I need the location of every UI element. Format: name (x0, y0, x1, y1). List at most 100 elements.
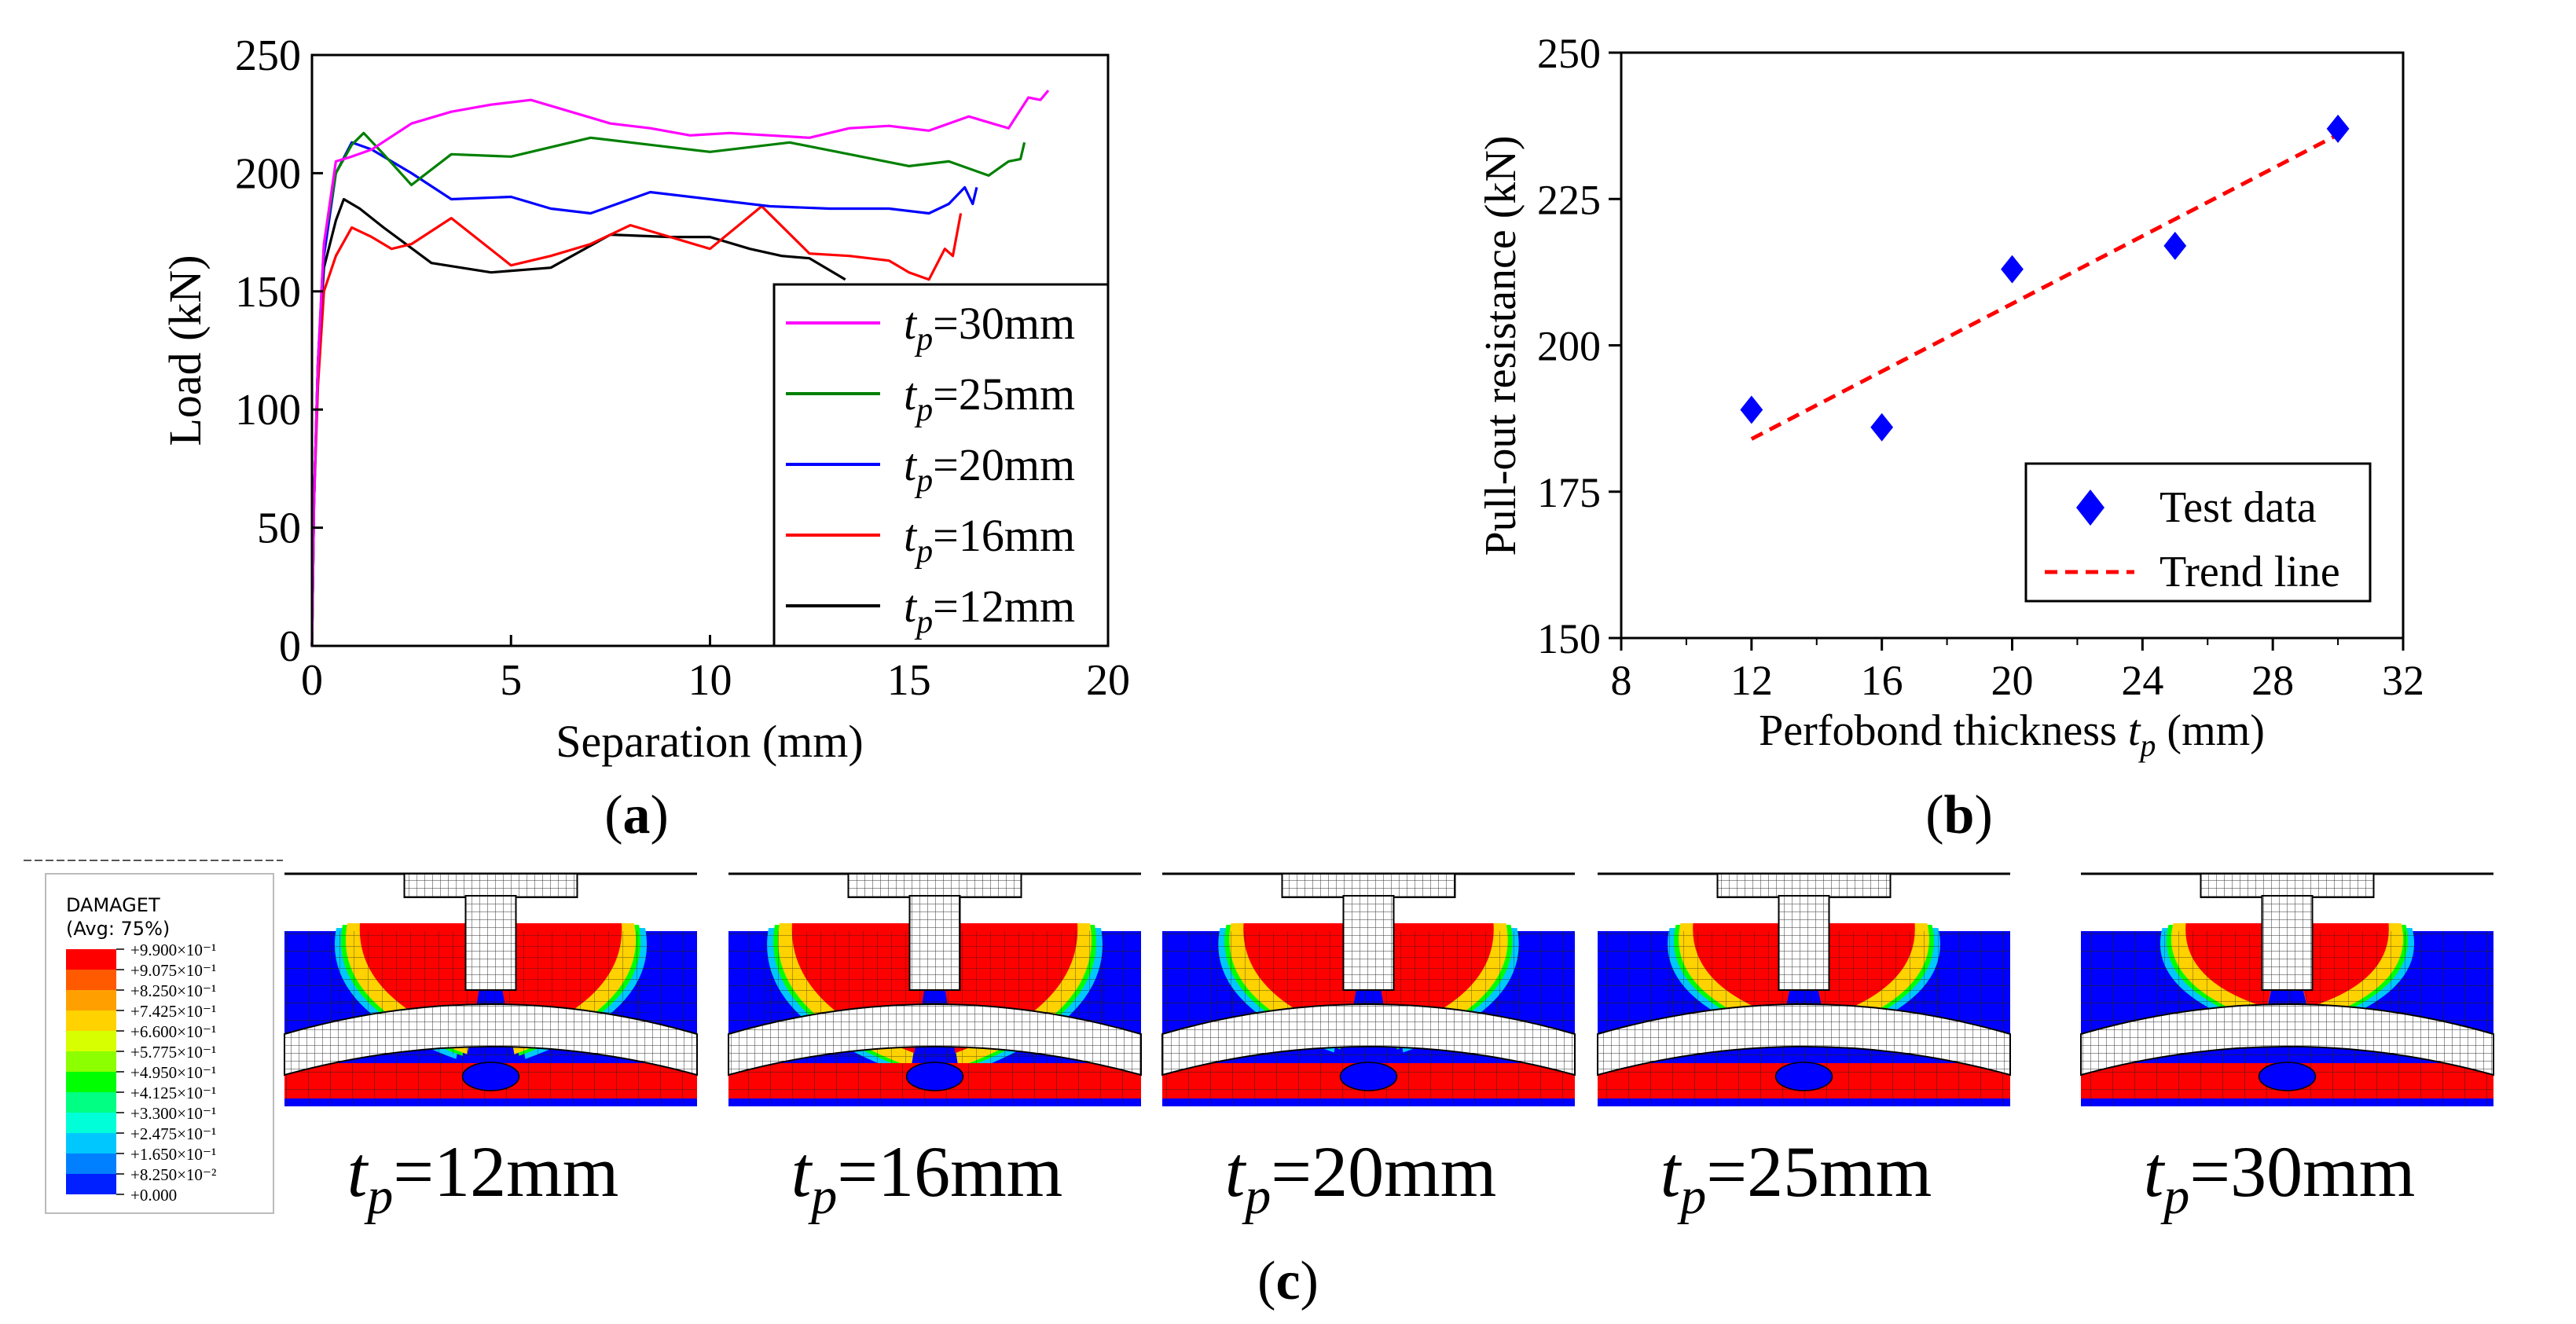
contour-value: +0.000 (130, 1186, 177, 1205)
contour-image: tp=20mm (1161, 872, 1576, 1225)
contour-flange (847, 873, 1022, 898)
a-series-line (310, 131, 1026, 647)
a-ytick-label: 50 (257, 504, 301, 553)
contour-rebar-band (284, 1003, 698, 1076)
b-data-point (2163, 231, 2187, 260)
contour-rib (1342, 895, 1395, 991)
b-xtick-label: 16 (1861, 657, 1903, 704)
contour-value: +3.300×10⁻¹ (130, 1104, 216, 1123)
b-ytick-label: 175 (1537, 469, 1601, 516)
contour-image-label: tp=25mm (1660, 1131, 1932, 1225)
a-series-line (310, 197, 846, 647)
b-xtick-label: 8 (1611, 657, 1632, 704)
contour-swatch (66, 990, 116, 1010)
contour-swatch (66, 949, 116, 970)
a-ytick-label: 0 (279, 622, 301, 671)
contour-flange (403, 873, 578, 898)
a-legend-label: tp=25mm (904, 369, 1075, 428)
a-xtick-label: 20 (1086, 656, 1130, 705)
panel-label-c: (c) (1257, 1251, 1319, 1311)
b-xtick-label: 32 (2382, 657, 2424, 704)
contour-image: tp=25mm (1597, 872, 2011, 1225)
contour-flange (1281, 873, 1456, 898)
contour-legend-avg: (Avg: 75%) (66, 918, 170, 940)
a-legend-label: tp=12mm (904, 581, 1075, 640)
pullout-resistance-chart: 8 12 16 20 24 28 32 150 175 200 225 250 Perfobond t… (1477, 30, 2424, 845)
b-series-group (1740, 114, 2350, 442)
contour-image-label: tp=16mm (791, 1131, 1063, 1225)
contour-value: +9.075×10⁻¹ (130, 961, 216, 980)
a-ytick-label: 100 (235, 386, 301, 435)
contour-value: +6.600×10⁻¹ (130, 1022, 216, 1041)
contour-value: +8.250×10⁻² (130, 1165, 216, 1184)
contour-value: +4.125×10⁻¹ (130, 1084, 216, 1102)
a-ylabel: Load (kN) (160, 255, 211, 446)
contour-hole (461, 1062, 520, 1091)
contour-swatch (66, 970, 116, 990)
a-ytick-label: 200 (235, 149, 301, 198)
b-ytick-label: 150 (1537, 615, 1601, 662)
contour-image: tp=16mm (728, 872, 1142, 1225)
contour-rib (908, 895, 961, 991)
b-legend-test-marker (2076, 490, 2104, 526)
b-xtick-label: 20 (1991, 657, 2034, 704)
b-ytick-label: 225 (1537, 176, 1601, 223)
b-legend-trend-label: Trend line (2160, 548, 2340, 596)
contour-legend: DAMAGET (Avg: 75%) +9.900×10⁻¹ +9.075×10⁻… (45, 873, 274, 1214)
contour-image-label: tp=30mm (2144, 1131, 2416, 1225)
b-ytick-label: 250 (1537, 30, 1601, 77)
b-data-point (1870, 413, 1894, 442)
b-ticks: 8 12 16 20 24 28 32 150 175 200 225 250 (1537, 30, 2424, 704)
a-ytick-label: 250 (235, 31, 301, 80)
contour-flange (1716, 873, 1892, 898)
contour-images: tp=12mm tp=16mm tp=20mm tp=25mm tp=30mm (284, 872, 2494, 1225)
contour-rebar-band (1597, 1003, 2011, 1076)
b-ylabel: Pull-out resistance (kN) (1477, 136, 1525, 556)
contour-image: tp=12mm (284, 872, 698, 1225)
contour-hole (2258, 1062, 2317, 1091)
b-xtick-label: 28 (2251, 657, 2294, 704)
panel-label-a: (a) (604, 785, 669, 845)
contour-flange (2200, 873, 2375, 898)
contour-hole (1774, 1062, 1833, 1091)
contour-values: +9.900×10⁻¹ +9.075×10⁻¹+8.250×10⁻¹ +7.425×… (116, 941, 216, 1205)
b-xtick-label: 24 (2121, 657, 2163, 704)
a-series-line (310, 204, 963, 647)
b-data-point (2001, 255, 2024, 284)
contour-swatch (66, 1174, 116, 1194)
contour-value: +2.475×10⁻¹ (130, 1124, 216, 1143)
b-xlabel: Perfobond thickness tp (mm) (1759, 706, 2265, 763)
contour-hole (1339, 1062, 1398, 1091)
contour-rib (1778, 895, 1830, 991)
contour-image-label: tp=20mm (1225, 1131, 1497, 1225)
contour-image: tp=30mm (2080, 872, 2494, 1225)
a-legend-label: tp=20mm (904, 439, 1075, 499)
contour-swatch (66, 1113, 116, 1133)
contour-rib (464, 895, 517, 991)
a-xtick-label: 15 (887, 656, 931, 705)
contour-rebar-band (2080, 1003, 2494, 1076)
b-ytick-label: 200 (1537, 323, 1601, 370)
contour-rebar-band (1161, 1003, 1576, 1076)
contour-swatch (66, 1031, 116, 1051)
damage-contour-panel: DAMAGET (Avg: 75%) +9.900×10⁻¹ +9.075×10⁻… (24, 860, 2494, 1311)
b-xtick-label: 12 (1730, 657, 1773, 704)
a-xtick-label: 5 (500, 656, 522, 705)
a-legend-label: tp=16mm (904, 510, 1075, 570)
a-xlabel: Separation (mm) (556, 716, 863, 767)
a-legend: tp=30mm tp=25mm tp=20mm tp=16mm tp=12mm (772, 283, 1110, 647)
contour-rib (2261, 895, 2314, 991)
contour-value: +5.775×10⁻¹ (130, 1043, 216, 1062)
a-legend-items: tp=30mm tp=25mm tp=20mm tp=16mm tp=12mm (786, 298, 1075, 640)
contour-hole (905, 1062, 964, 1091)
b-trend-line (1750, 133, 2339, 441)
a-series-group (310, 90, 1050, 647)
b-legend: Test data Trend line (2024, 462, 2372, 603)
contour-value: +9.900×10⁻¹ (130, 941, 216, 959)
b-data-point (2326, 114, 2350, 143)
contour-value: +1.650×10⁻¹ (130, 1145, 216, 1164)
contour-swatch (66, 1092, 116, 1113)
contour-swatch (66, 1133, 116, 1153)
